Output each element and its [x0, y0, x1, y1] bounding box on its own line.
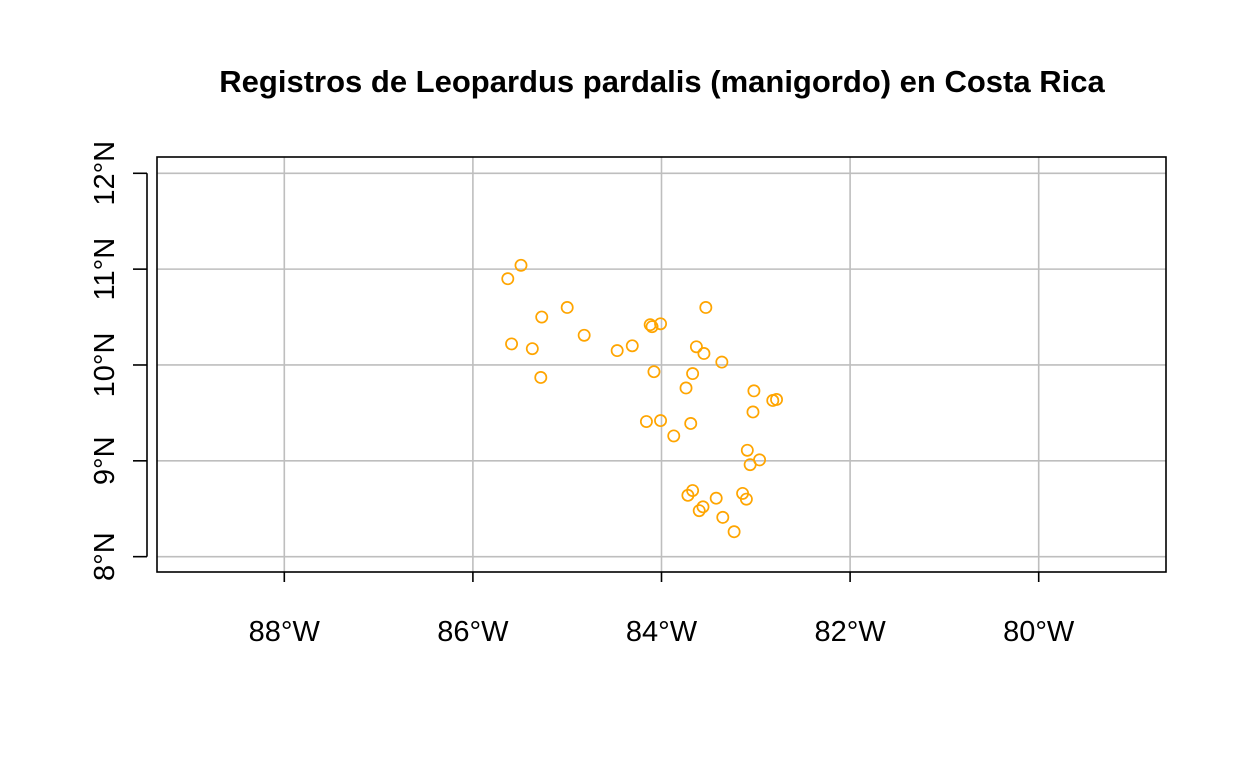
data-point	[716, 510, 730, 524]
data-point	[770, 393, 783, 406]
x-tick-label: 82°W	[814, 616, 886, 648]
data-point	[534, 370, 548, 384]
data-point	[689, 340, 703, 354]
data-point	[709, 491, 723, 505]
y-axis: 8°N 9°N 10°N 11°N 12°N	[89, 141, 148, 581]
occurrence-points	[501, 258, 783, 539]
data-point	[514, 258, 528, 272]
data-point	[686, 367, 700, 381]
chart-title: Registros de Leopardus pardalis (manigor…	[219, 64, 1105, 99]
data-point	[746, 405, 760, 419]
data-point	[740, 443, 754, 457]
data-point	[610, 344, 624, 358]
data-point	[739, 492, 753, 506]
x-tick-label: 88°W	[249, 616, 321, 648]
data-point	[625, 339, 639, 353]
y-tick-label: 11°N	[89, 238, 121, 301]
x-tick-label: 80°W	[1003, 616, 1075, 648]
data-point	[654, 317, 668, 331]
data-point	[681, 488, 695, 502]
x-tick-label: 84°W	[626, 616, 698, 648]
data-point	[692, 504, 706, 518]
data-point	[743, 458, 757, 472]
data-point	[647, 365, 661, 379]
data-point	[560, 301, 574, 314]
data-point	[697, 347, 711, 360]
data-point	[645, 320, 659, 334]
data-point	[679, 381, 693, 395]
y-tick-label: 8°N	[89, 532, 121, 581]
data-point	[654, 414, 668, 428]
y-tick-label: 10°N	[89, 333, 121, 398]
data-point	[684, 416, 698, 430]
x-axis: 88°W 86°W 84°W 82°W 80°W	[249, 572, 1075, 648]
grid-lines	[157, 157, 1166, 572]
data-point	[696, 500, 710, 514]
data-point	[667, 429, 681, 443]
data-point	[577, 328, 591, 342]
data-point	[699, 301, 713, 314]
y-tick-label: 9°N	[89, 436, 121, 485]
x-tick-label: 86°W	[437, 616, 509, 648]
data-point	[525, 342, 539, 356]
y-tick-label: 12°N	[89, 141, 121, 206]
data-point	[501, 272, 515, 286]
data-point	[715, 355, 729, 369]
data-point	[505, 337, 519, 351]
data-point	[535, 310, 549, 324]
data-point	[747, 384, 761, 398]
data-point	[727, 525, 741, 539]
data-point	[639, 415, 653, 428]
